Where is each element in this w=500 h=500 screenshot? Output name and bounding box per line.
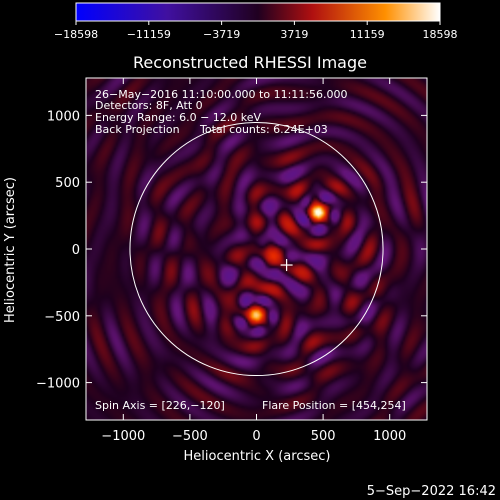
x-tick-label: −500 <box>172 429 208 444</box>
annotation-detectors: Detectors: 8F, Att 0 <box>95 99 203 112</box>
y-tick-label: 1000 <box>47 109 80 124</box>
x-tick-label: 0 <box>252 429 260 444</box>
flare-position-label: Flare Position = [454,254] <box>262 399 406 412</box>
heatmap-image <box>86 78 427 420</box>
annotation-time-range: 26−May−2016 11:10:00.000 to 11:11:56.000 <box>95 88 348 101</box>
colorbar-tick-label: −18598 <box>54 28 98 41</box>
x-tick-label: 1000 <box>373 429 406 444</box>
colorbar-tick-label: −11159 <box>127 28 171 41</box>
y-tick-label: 500 <box>55 176 80 191</box>
solar-disk-circle <box>129 121 384 377</box>
colorbar <box>75 2 441 22</box>
colorbar-ticks: −18598 −11159 −3719 3719 11159 18598 <box>54 21 458 41</box>
annotation-method: Back Projection <box>95 123 180 136</box>
colorbar-tick-label: 3719 <box>280 28 308 41</box>
y-tick-label: −1000 <box>36 377 80 392</box>
axis-ticks: −1000 −500 0 500 1000 1000 500 0 −500 −1000 <box>36 78 427 444</box>
y-tick-label: −500 <box>44 310 80 325</box>
x-axis-label: Heliocentric X (arcsec) <box>184 449 331 464</box>
x-tick-label: −1000 <box>101 429 145 444</box>
spin-axis-marker <box>280 259 293 272</box>
chart-title: Reconstructed RHESSI Image <box>133 53 367 72</box>
annotation-energy-range: Energy Range: 6.0 − 12.0 keV <box>95 111 262 124</box>
footer-date: 5−Sep−2022 16:42 <box>367 484 496 499</box>
colorbar-tick-label: 18598 <box>423 28 458 41</box>
y-tick-label: 0 <box>72 243 80 258</box>
colorbar-tick-label: 11159 <box>350 28 385 41</box>
annotation-total-counts: Total counts: 6.24E+03 <box>199 123 328 136</box>
x-tick-label: 500 <box>311 429 336 444</box>
y-axis-label: Heliocentric Y (arcsec) <box>3 177 18 323</box>
spin-axis-label: Spin Axis = [226,−120] <box>95 399 225 412</box>
colorbar-tick-label: −3719 <box>203 28 240 41</box>
